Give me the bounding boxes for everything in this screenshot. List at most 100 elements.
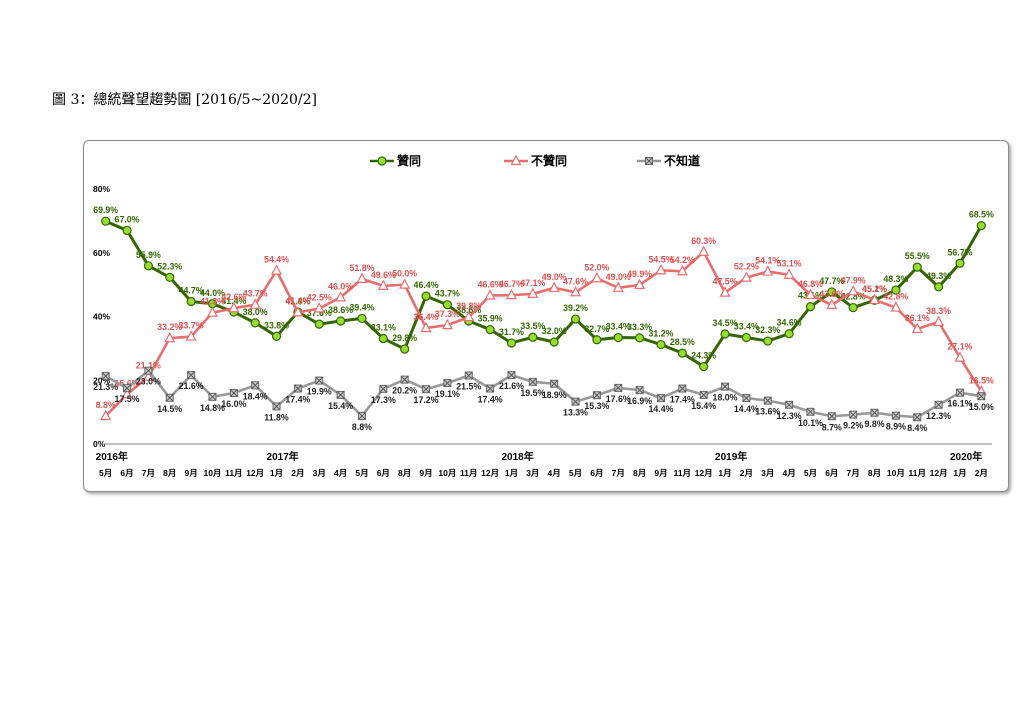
x-tick-label: 6月 xyxy=(120,468,133,478)
data-label: 46.7% xyxy=(499,279,524,289)
data-point xyxy=(400,375,409,384)
data-point xyxy=(614,383,623,392)
data-point xyxy=(635,386,644,395)
data-point xyxy=(144,366,153,375)
x-tick-label: 11月 xyxy=(460,468,478,478)
data-label: 8.8% xyxy=(352,422,372,432)
data-label: 14.4% xyxy=(734,404,759,414)
data-label: 55.9% xyxy=(136,250,161,260)
data-label: 42.5% xyxy=(307,293,332,303)
data-point xyxy=(613,332,623,343)
data-label: 44.7% xyxy=(179,286,204,296)
data-point xyxy=(228,301,240,313)
data-label: 49.0% xyxy=(542,272,567,282)
data-point xyxy=(592,335,602,345)
data-label: 54.1% xyxy=(755,256,780,266)
data-point xyxy=(804,288,816,299)
data-label: 42.8% xyxy=(841,292,866,302)
data-label: 47.7% xyxy=(819,276,844,286)
data-label: 47.1% xyxy=(520,278,545,288)
data-point xyxy=(742,394,751,403)
data-label: 16.0% xyxy=(221,399,246,409)
data-label: 46.0% xyxy=(328,281,353,291)
data-label: 48.3% xyxy=(883,274,908,284)
data-point xyxy=(847,285,859,296)
x-tick-label: 1月 xyxy=(953,468,966,478)
approval-trend-chart: 0%20%40%60%80%5月 6月 7月 8月 9月 10月 11月 12月 1月 2月 3月 4… xyxy=(93,153,994,478)
data-point xyxy=(913,413,922,422)
data-label: 9.2% xyxy=(843,421,863,431)
x-tick-label: 10月 xyxy=(887,468,905,478)
data-point xyxy=(849,410,858,419)
y-tick-label: 20% xyxy=(93,375,110,385)
data-point xyxy=(464,371,473,380)
data-point xyxy=(891,285,901,295)
data-point xyxy=(505,288,517,300)
legend-label: 不贊同 xyxy=(531,153,567,168)
data-point xyxy=(250,318,260,328)
data-point xyxy=(528,332,538,342)
x-tick-label: 11月 xyxy=(225,468,243,478)
data-label: 38.6% xyxy=(328,305,353,315)
data-point xyxy=(528,377,537,386)
data-point xyxy=(463,310,475,322)
data-label: 41.2% xyxy=(200,297,225,307)
x-tick-label: 9月 xyxy=(419,468,432,478)
legend-item-1: 不贊同 xyxy=(504,153,567,168)
x-tick-label: 7月 xyxy=(612,468,625,478)
x-tick-label: 5月 xyxy=(355,468,368,478)
data-point xyxy=(656,394,665,403)
data-label: 33.1% xyxy=(371,322,396,332)
data-point xyxy=(548,281,560,292)
data-point xyxy=(527,287,539,298)
data-label: 31.7% xyxy=(499,327,524,337)
data-point xyxy=(699,390,708,399)
data-label: 37.3% xyxy=(435,309,460,319)
x-tick-label: 5月 xyxy=(99,468,112,478)
series-2: 21.3% 17.5% 23.0% 14.5% 21.6% 14.8%16.0%18.4%… xyxy=(93,366,994,433)
data-label: 34.5% xyxy=(713,318,738,328)
data-point xyxy=(848,302,858,313)
data-label: 33.7% xyxy=(179,321,204,331)
x-tick-label: 4月 xyxy=(548,468,561,478)
data-point xyxy=(762,265,774,276)
x-tick-label: 8月 xyxy=(398,468,411,478)
data-label: 42.8% xyxy=(883,292,908,302)
data-label: 21.6% xyxy=(179,381,204,391)
data-point xyxy=(869,293,881,305)
page-title: 圖 3：總統聲望趨勢圖 [2016/5~2020/2] xyxy=(52,92,317,108)
data-label: 33.2% xyxy=(157,322,182,332)
x-tick-label: 7月 xyxy=(847,468,860,478)
data-point xyxy=(271,331,282,341)
data-label: 11.8% xyxy=(264,412,289,422)
data-point xyxy=(122,225,132,236)
data-point xyxy=(977,392,986,401)
x-tick-label: 10月 xyxy=(438,468,456,478)
data-label: 50.0% xyxy=(392,269,417,279)
data-point xyxy=(827,412,836,421)
data-label: 31.2% xyxy=(648,329,673,339)
data-label: 43.6% xyxy=(819,289,844,299)
chart-frame: 0% 20% 40% 60% 80% 5月 6月 7月 8月 9月 10月 11月 12月 1月 2月 3月 4… xyxy=(83,140,1009,492)
data-label: 32.3% xyxy=(755,325,780,335)
data-point xyxy=(208,392,217,401)
data-point xyxy=(357,411,366,420)
data-point xyxy=(100,409,112,421)
data-label: 14.8% xyxy=(200,403,225,413)
data-point xyxy=(420,321,432,333)
data-label: 24.3% xyxy=(691,351,716,361)
x-tick-label: 2月 xyxy=(291,468,304,478)
data-point xyxy=(379,384,388,393)
x-tick-label: 1月 xyxy=(270,468,283,478)
data-label: 32.0% xyxy=(542,326,567,336)
data-point xyxy=(336,316,346,326)
x-year-label: 2017年 xyxy=(267,450,299,463)
data-point xyxy=(422,385,431,394)
x-tick-label: 7月 xyxy=(142,468,155,478)
legend-label: 不知道 xyxy=(664,153,700,168)
data-label: 18.9% xyxy=(542,390,567,400)
data-label: 15.6% xyxy=(115,378,140,388)
data-label: 15.4% xyxy=(328,401,353,411)
data-label: 32.7% xyxy=(584,324,609,334)
data-label: 29.8% xyxy=(392,333,417,343)
